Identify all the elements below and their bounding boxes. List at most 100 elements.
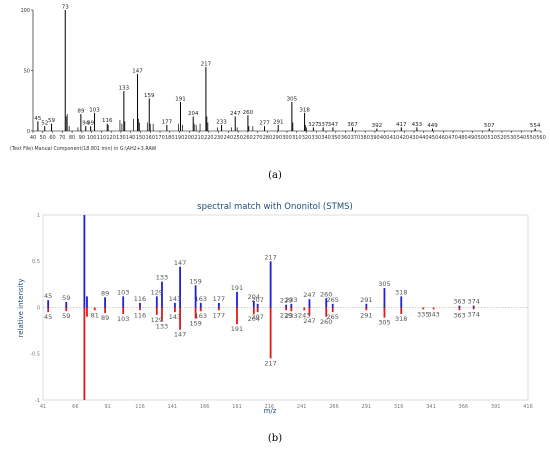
match-peak-label: 147	[174, 331, 186, 339]
match-peak-label: 103	[117, 315, 129, 323]
peak-label: 449	[427, 123, 438, 129]
match-peak-label: 116	[134, 295, 146, 303]
x-tick-label: 430	[409, 135, 419, 141]
match-peak-label: 204	[248, 293, 260, 301]
x-tick-label: 291	[362, 404, 372, 410]
x-tick-label: 460	[439, 135, 449, 141]
match-peak-label: 163	[195, 295, 207, 303]
x-tick-label: 240	[224, 135, 234, 141]
x-tick-label: 166	[200, 404, 210, 410]
match-peak-label: 233	[285, 312, 297, 320]
y-tick-label: 100	[20, 8, 30, 14]
x-tick-label: 530	[507, 135, 517, 141]
x-tick-label: 390	[370, 135, 380, 141]
x-tick-label: 191	[232, 404, 242, 410]
panel-b-y-label: relative intensity	[17, 279, 25, 338]
x-tick-label: 500	[478, 135, 488, 141]
match-peak-label: 177	[213, 311, 225, 319]
panel-b-title: spectral match with Ononitol (STMS)	[197, 202, 353, 212]
match-peak-label: 318	[395, 315, 407, 323]
match-peak-label: 343	[427, 310, 439, 318]
match-peak-label: 133	[156, 274, 168, 282]
match-peak-label: 260	[320, 290, 332, 298]
match-peak-label: 159	[189, 277, 201, 285]
match-peak-label: 291	[360, 311, 372, 319]
match-peak-label: 163	[195, 312, 207, 320]
y-tick-label: -1	[35, 398, 40, 404]
x-tick-label: 100	[87, 135, 97, 141]
match-peak-label: 116	[134, 311, 146, 319]
x-tick-label: 520	[497, 135, 507, 141]
peak-label: 133	[119, 86, 130, 92]
match-peak-label: 207	[251, 313, 263, 321]
x-tick-label: 120	[106, 135, 116, 141]
peak-label: 277	[259, 121, 270, 127]
panel-a-x-ticks: 40 50 60 70 80 90 100 110 120 130 140 150 160 170 180 1…	[30, 131, 546, 141]
peak-label: 99	[87, 121, 94, 127]
x-tick-label: 70	[59, 135, 65, 141]
y-tick-label: -0.5	[30, 352, 40, 358]
x-tick-label: 560	[536, 135, 546, 141]
match-peak-label: 335	[417, 310, 429, 318]
match-peak-label: 265	[326, 313, 338, 321]
x-tick-label: 200	[185, 135, 195, 141]
x-tick-label: 91	[104, 404, 110, 410]
x-tick-label: 80	[69, 135, 75, 141]
x-tick-label: 340	[321, 135, 331, 141]
peak-label: 347	[328, 122, 339, 128]
x-tick-label: 40	[30, 135, 36, 141]
peak-label: 305	[287, 96, 298, 102]
match-peak-label: 247	[303, 291, 315, 299]
x-tick-label: 260	[243, 135, 253, 141]
peak-label: 367	[347, 122, 358, 128]
match-peak-label: 305	[378, 280, 390, 288]
x-tick-label: 160	[145, 135, 155, 141]
peak-label: 417	[396, 122, 407, 128]
x-tick-label: 391	[491, 404, 501, 410]
panel-a-caption: (a)	[268, 170, 282, 181]
match-peak-label: 129	[151, 316, 163, 324]
x-tick-label: 66	[72, 404, 78, 410]
x-tick-label: 540	[517, 135, 527, 141]
panel-a-y-ticks: 0 50 100	[20, 8, 33, 135]
match-peak-label: 191	[231, 325, 243, 333]
match-peak-label: 217	[264, 359, 276, 367]
peak-label: 103	[89, 107, 100, 113]
panel-a-peaks	[37, 10, 536, 131]
match-peak-label: 265	[326, 296, 338, 304]
peak-label: 204	[188, 111, 199, 117]
match-peak-label: 229	[280, 297, 292, 305]
x-tick-label: 140	[126, 135, 136, 141]
x-tick-label: 320	[302, 135, 312, 141]
x-tick-label: 141	[168, 404, 178, 410]
x-tick-label: 450	[429, 135, 439, 141]
x-tick-label: 360	[341, 135, 351, 141]
match-peak-label: 45	[44, 313, 52, 321]
x-tick-label: 50	[40, 135, 46, 141]
match-peak-label: 217	[264, 253, 276, 261]
match-peak-label: 129	[151, 288, 163, 296]
x-tick-label: 216	[265, 404, 275, 410]
x-tick-label: 316	[394, 404, 404, 410]
match-peak-label: 143	[169, 313, 181, 321]
panel-b-x-label: m/z	[264, 407, 277, 415]
y-tick-label: 50	[24, 68, 30, 74]
peak-label: 191	[175, 96, 186, 102]
match-peak-label: 247	[303, 317, 315, 325]
x-tick-label: 230	[214, 135, 224, 141]
match-peak-label: 204	[248, 315, 260, 323]
match-peak-label: 374	[467, 310, 479, 318]
x-tick-label: 400	[380, 135, 390, 141]
x-tick-label: 180	[165, 135, 175, 141]
peak-label: 507	[484, 123, 495, 129]
x-tick-label: 550	[526, 135, 536, 141]
x-tick-label: 470	[448, 135, 458, 141]
match-peak-label: 243	[298, 311, 310, 319]
x-tick-label: 300	[282, 135, 292, 141]
panel-b-caption: (b)	[268, 433, 282, 444]
match-peak-label: 147	[174, 259, 186, 267]
y-tick-label: 0.5	[32, 259, 40, 265]
match-peak-label: 374	[467, 298, 479, 306]
x-tick-label: 150	[136, 135, 146, 141]
x-tick-label: 341	[426, 404, 436, 410]
